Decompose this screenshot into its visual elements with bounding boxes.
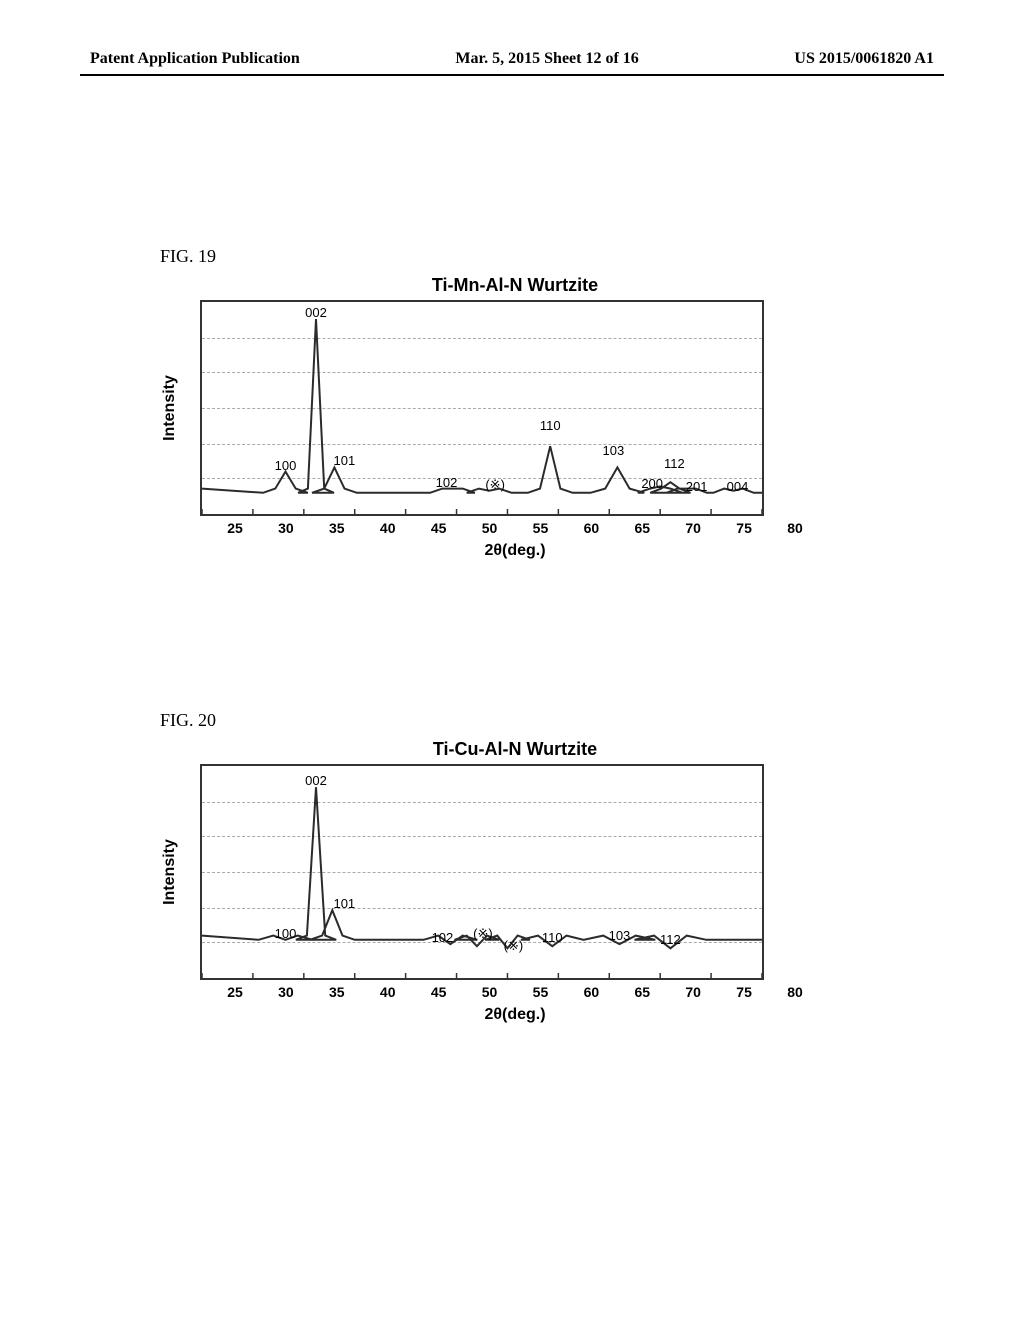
figure-20-label: FIG. 20 [160,710,1024,731]
xtick-label: 70 [685,984,701,1000]
xtick-label: 80 [787,984,803,1000]
xtick-label: 75 [736,984,752,1000]
header-right: US 2015/0061820 A1 [794,50,934,68]
xtick-label: 45 [431,984,447,1000]
header-center: Mar. 5, 2015 Sheet 12 of 16 [455,50,638,68]
peak-label: 112 [660,932,681,947]
peak-label: (※) [473,926,493,942]
xtick-label: 75 [736,520,752,536]
xtick-label: 40 [380,984,396,1000]
xtick-label: 50 [482,520,498,536]
figure-20-title: Ti-Cu-Al-N Wurtzite [200,739,830,760]
xtick-label: 35 [329,984,345,1000]
xtick-label: 40 [380,520,396,536]
xtick-label: 60 [584,520,600,536]
peak-label: 201 [686,479,708,494]
xtick-label: 35 [329,520,345,536]
peak-label: 112 [664,456,685,471]
figure-19-xticks: 253035404550556065707580 [235,520,795,538]
peak-label: 102 [436,475,458,490]
xtick-label: 65 [634,520,650,536]
figure-19-ylabel: Intensity [161,375,179,441]
figure-20-xticks: 253035404550556065707580 [235,984,795,1002]
xtick-label: 25 [227,520,243,536]
xtick-label: 45 [431,520,447,536]
xtick-label: 30 [278,984,294,1000]
xtick-label: 60 [584,984,600,1000]
peak-label: 101 [333,896,355,911]
xtick-label: 65 [634,984,650,1000]
peak-label: 103 [609,928,631,943]
figure-20-xlabel: 2θ(deg.) [484,1006,545,1024]
figure-19-plot-area: Intensity 100002101102(※)110103200112201… [200,300,764,516]
figure-20-ylabel: Intensity [161,839,179,905]
figure-20-chart: Ti-Cu-Al-N Wurtzite Intensity 1000021011… [200,739,830,1024]
xtick-label: 55 [533,984,549,1000]
xrd-curve [202,302,762,514]
patent-header: Patent Application Publication Mar. 5, 2… [0,0,1024,74]
peak-label: 110 [542,930,563,945]
xtick-label: 30 [278,520,294,536]
peak-label: 101 [334,453,356,468]
peak-label: (※) [504,938,524,954]
peak-label: 002 [305,773,327,788]
xtick-label: 55 [533,520,549,536]
peak-label: 004 [727,479,749,494]
figure-19-chart: Ti-Mn-Al-N Wurtzite Intensity 1000021011… [200,275,830,560]
xtick-label: 50 [482,984,498,1000]
xtick-label: 80 [787,520,803,536]
peak-label: 110 [540,418,561,433]
peak-label: 200 [641,476,663,491]
peak-label: 100 [275,458,297,473]
xtick-label: 25 [227,984,243,1000]
figure-19-label: FIG. 19 [160,246,1024,267]
xtick-label: 70 [685,520,701,536]
peak-label: 002 [305,305,327,320]
peak-label: 103 [603,443,625,458]
figure-20-plot-area: Intensity 100002101102(※)(※)110103112 [200,764,764,980]
peak-label: (※) [485,477,505,493]
header-left: Patent Application Publication [90,50,300,68]
peak-label: 100 [275,926,297,941]
peak-label: 102 [432,930,454,945]
figure-19-title: Ti-Mn-Al-N Wurtzite [200,275,830,296]
figure-19-xlabel: 2θ(deg.) [484,542,545,560]
